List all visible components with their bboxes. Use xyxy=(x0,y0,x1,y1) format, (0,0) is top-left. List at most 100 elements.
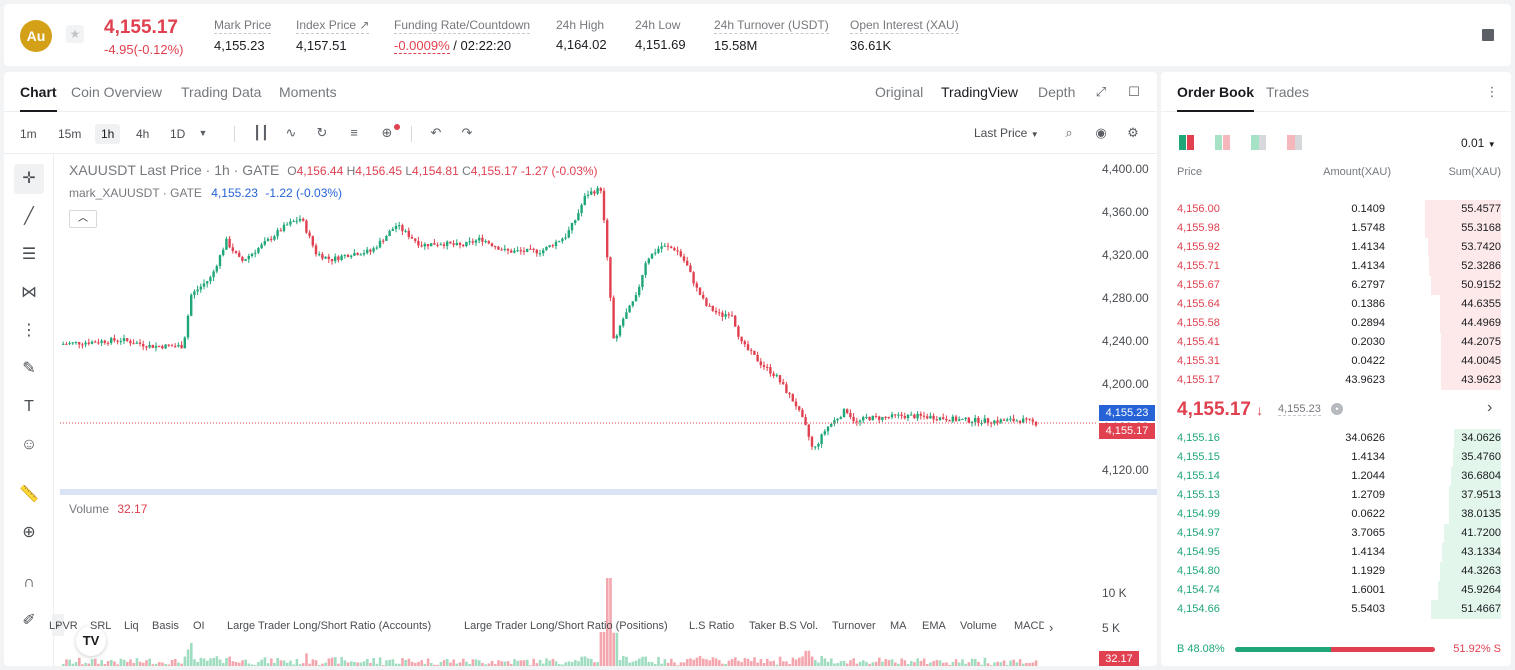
ruler-icon[interactable]: 📏 xyxy=(19,486,39,503)
emoji-icon[interactable]: ☺ xyxy=(20,436,38,453)
ask-row[interactable]: 4,155.64 0.1386 44.6355 xyxy=(1161,295,1511,314)
layout-asks-icon[interactable] xyxy=(1287,135,1302,150)
expand-icon[interactable]: ⤢ xyxy=(1095,84,1107,99)
ask-row[interactable]: 4,155.58 0.2894 44.4969 xyxy=(1161,314,1511,333)
indicator-ema[interactable]: EMA xyxy=(922,620,946,632)
bid-row[interactable]: 4,154.97 3.7065 41.7200 xyxy=(1161,524,1511,543)
stat-mark-price[interactable]: Mark Price 4,155.23 xyxy=(214,18,272,53)
stat-24h-turnover[interactable]: 24h Turnover (USDT) 15.58M xyxy=(714,18,829,53)
ask-row[interactable]: 4,155.71 1.4134 52.3286 xyxy=(1161,257,1511,276)
crosshair-icon[interactable]: ✛ xyxy=(14,164,44,194)
indicator-ma[interactable]: MA xyxy=(890,620,907,632)
interval-15m[interactable]: 15m xyxy=(58,127,82,141)
indicator-ls-positions[interactable]: Large Trader Long/Short Ratio (Positions… xyxy=(464,620,668,632)
ask-row[interactable]: 4,155.41 0.2030 44.2075 xyxy=(1161,333,1511,352)
interval-4h[interactable]: 4h xyxy=(136,127,150,141)
stat-funding-rate[interactable]: Funding Rate/Countdown -0.0009% / 02:22:… xyxy=(394,18,531,54)
chevron-right-icon[interactable]: › xyxy=(1049,620,1054,635)
chevron-right-icon[interactable]: › xyxy=(1487,399,1493,416)
trendline-icon[interactable]: ╱ xyxy=(24,208,34,225)
ask-row[interactable]: 4,156.00 0.1409 55.4577 xyxy=(1161,200,1511,219)
tab-chart[interactable]: Chart xyxy=(20,84,57,112)
brush-icon[interactable]: ✎ xyxy=(22,360,36,377)
view-depth[interactable]: Depth xyxy=(1038,84,1076,100)
bid-row[interactable]: 4,155.13 1.2709 37.9513 xyxy=(1161,486,1511,505)
horizontal-lines-icon[interactable]: ☰ xyxy=(21,246,37,263)
drawing-toolbar: ✛ ╱ ☰ ⋈ ⋮ ✎ T ☺ 📏 ⊕ ∩ ✐ xyxy=(4,154,54,666)
tab-trades[interactable]: Trades xyxy=(1266,84,1310,100)
ask-row[interactable]: 4,155.98 1.5748 55.3168 xyxy=(1161,219,1511,238)
gear-icon[interactable]: ⚙ xyxy=(1127,125,1139,140)
stat-index-price[interactable]: Index Price ↗ 4,157.51 xyxy=(296,18,370,53)
indicator-srl[interactable]: SRL xyxy=(90,620,112,632)
view-original[interactable]: Original xyxy=(875,84,924,100)
candle-type-icon[interactable]: ┃┃ xyxy=(253,125,269,140)
tradingview-logo[interactable]: TV xyxy=(76,626,106,656)
layout-bids-icon[interactable] xyxy=(1251,135,1266,150)
ask-row[interactable]: 4,155.92 1.4134 53.7420 xyxy=(1161,238,1511,257)
indicator-ls-ratio[interactable]: L.S Ratio xyxy=(689,620,735,632)
indicator-macd[interactable]: MACD xyxy=(1014,620,1044,632)
camera-icon[interactable]: ◉ xyxy=(1095,125,1107,140)
pencil-icon[interactable]: ✐ xyxy=(22,612,36,629)
tab-moments[interactable]: Moments xyxy=(279,84,337,100)
stat-open-interest[interactable]: Open Interest (XAU) 36.61K xyxy=(850,18,959,53)
bid-row[interactable]: 4,154.74 1.6001 45.9264 xyxy=(1161,581,1511,600)
bid-row[interactable]: 4,155.15 1.4134 35.4760 xyxy=(1161,448,1511,467)
tab-order-book[interactable]: Order Book xyxy=(1177,84,1255,112)
volume-bar xyxy=(903,660,907,666)
favorite-star-icon[interactable]: ★ xyxy=(66,25,84,43)
precision-select[interactable]: 0.01 ▼ xyxy=(1461,136,1496,150)
fullscreen-icon[interactable]: ☐ xyxy=(1128,84,1140,99)
more-icon[interactable]: ⋮ xyxy=(1485,84,1499,99)
interval-1h[interactable]: 1h xyxy=(95,124,121,144)
add-indicator-icon[interactable]: ⊕ xyxy=(381,125,393,140)
indicator-turnover[interactable]: Turnover xyxy=(832,620,876,632)
bid-row[interactable]: 4,154.99 0.0622 38.0135 xyxy=(1161,505,1511,524)
replay-icon[interactable]: ↻ xyxy=(316,125,328,140)
candle-body xyxy=(449,241,452,244)
indicator-ls-accounts[interactable]: Large Trader Long/Short Ratio (Accounts) xyxy=(227,620,432,632)
text-icon[interactable]: T xyxy=(24,398,34,415)
collapse-legend-button[interactable]: ︿ xyxy=(69,210,97,228)
book-icon[interactable] xyxy=(1482,29,1494,41)
indicator-liq[interactable]: Liq xyxy=(124,620,139,632)
pattern-icon[interactable]: ⋈ xyxy=(21,284,37,301)
ask-row[interactable]: 4,155.67 6.2797 50.9152 xyxy=(1161,276,1511,295)
price-chart[interactable]: XAUUSDT Last Price · 1h · GATE O4,156.44… xyxy=(52,154,1157,666)
fib-icon[interactable]: ⋮ xyxy=(21,322,37,339)
indicator-taker-vol[interactable]: Taker B.S Vol. xyxy=(749,620,819,632)
redo-icon[interactable]: ↷ xyxy=(461,125,473,140)
mid-price[interactable]: 4,155.17 ↓ xyxy=(1177,399,1263,421)
bid-row[interactable]: 4,154.80 1.1929 44.3263 xyxy=(1161,562,1511,581)
view-tradingview[interactable]: TradingView xyxy=(941,84,1019,100)
interval-1d[interactable]: 1D xyxy=(170,127,186,141)
indicator-basis[interactable]: Basis xyxy=(152,620,179,632)
chevron-down-icon[interactable]: ▼ xyxy=(198,128,208,138)
bid-row[interactable]: 4,154.95 1.4134 43.1334 xyxy=(1161,543,1511,562)
template-icon[interactable]: ≡ xyxy=(350,125,358,140)
layout-split-icon[interactable] xyxy=(1215,135,1230,150)
bid-row[interactable]: 4,155.14 1.2044 36.6804 xyxy=(1161,467,1511,486)
candle-body xyxy=(382,240,385,242)
tab-coin-overview[interactable]: Coin Overview xyxy=(71,84,163,100)
layout-both-icon[interactable] xyxy=(1179,135,1194,150)
interval-1m[interactable]: 1m xyxy=(20,127,37,141)
ask-row[interactable]: 4,155.17 43.9623 43.9623 xyxy=(1161,371,1511,390)
ask-row[interactable]: 4,155.31 0.0422 44.0045 xyxy=(1161,352,1511,371)
magnet-icon[interactable]: ∩ xyxy=(23,574,35,591)
tab-trading-data[interactable]: Trading Data xyxy=(181,84,262,100)
undo-icon[interactable]: ↶ xyxy=(430,125,442,140)
pane-divider[interactable] xyxy=(60,489,1157,495)
search-icon[interactable]: ⌕ xyxy=(1065,125,1073,140)
indicator-lpvr[interactable]: LPVR xyxy=(49,620,78,632)
bid-row[interactable]: 4,155.16 34.0626 34.0626 xyxy=(1161,429,1511,448)
indicator-volume[interactable]: Volume xyxy=(960,620,997,632)
expand-toolbar-button[interactable]: ‹ xyxy=(52,614,64,636)
price-type-select[interactable]: Last Price ▼ xyxy=(974,126,1039,140)
zoom-in-icon[interactable]: ⊕ xyxy=(22,524,36,541)
volume-bar xyxy=(910,661,913,666)
indicator-icon[interactable]: ∿ xyxy=(285,125,297,140)
bid-row[interactable]: 4,154.66 5.5403 51.4667 xyxy=(1161,600,1511,619)
indicator-oi[interactable]: OI xyxy=(193,620,205,632)
